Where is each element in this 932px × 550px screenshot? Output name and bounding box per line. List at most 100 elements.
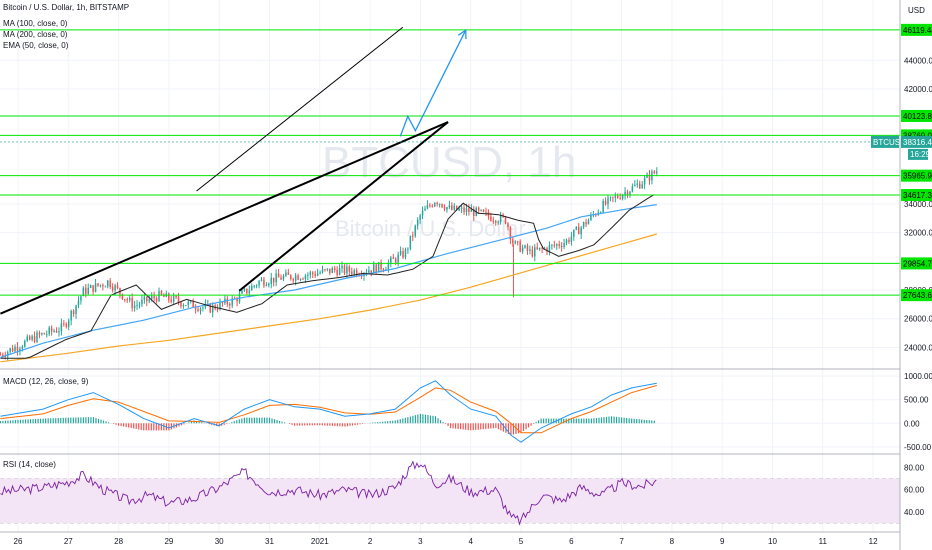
candle-body [438, 203, 441, 205]
candle-body [326, 268, 329, 270]
candle-body [390, 257, 392, 263]
candle-body [424, 208, 426, 211]
legend-ma100[interactable]: MA (100, close, 0) [3, 19, 68, 28]
candle-body [468, 208, 470, 212]
candle-body [77, 300, 80, 306]
candle-body [177, 297, 180, 303]
candle-body [19, 348, 21, 351]
ma200-line [0, 233, 657, 363]
candle-body [617, 196, 619, 198]
candle-body [392, 257, 395, 259]
candle-body [131, 297, 133, 309]
candle-body [556, 244, 558, 246]
x-tick-label-4: 30 [215, 537, 224, 546]
x-tick-label-16: 11 [819, 537, 828, 546]
x-tick-label-9: 4 [468, 537, 473, 546]
macd-title[interactable]: MACD (12, 26, close, 9) [3, 377, 89, 386]
candle-body [260, 279, 263, 282]
x-tick-label-5: 31 [265, 537, 274, 546]
countdown-tag [908, 148, 928, 160]
candle-body [21, 346, 24, 349]
candle-body [499, 214, 502, 223]
candle-body [331, 268, 334, 273]
price-pane[interactable] [0, 26, 900, 363]
macd-pane[interactable] [0, 380, 657, 443]
candle-body [553, 244, 556, 246]
level-tag-label-1: 40123.86 [903, 112, 932, 121]
candle-body [341, 265, 343, 269]
candle-body [407, 248, 409, 250]
candle-body [514, 241, 517, 244]
candle-body [648, 174, 651, 181]
x-tick-label-8: 3 [418, 537, 423, 546]
candle-body [587, 219, 590, 225]
candle-body [621, 194, 624, 199]
time-axis[interactable]: 26 27 28 29 30 31 2021 2 3 4 5 6 7 8 9 10 11 12 [14, 537, 879, 546]
legend-ma200[interactable]: MA (200, close, 0) [3, 30, 68, 39]
candle-body [448, 205, 451, 208]
candle-body [397, 254, 399, 263]
candle-body [111, 286, 114, 291]
candle-body [299, 278, 302, 280]
candle-body [107, 280, 109, 287]
candle-body [187, 301, 190, 306]
candle-body [509, 227, 512, 240]
candle-body [255, 285, 258, 287]
candle-body [463, 207, 465, 213]
rsi-title[interactable]: RSI (14, close) [3, 460, 56, 469]
candle-body [136, 304, 138, 306]
candle-body [470, 209, 473, 212]
candle-body [421, 210, 424, 216]
chart-title[interactable]: Bitcoin / U.S. Dollar, 1h, BITSTAMP [3, 3, 130, 12]
candle-body [133, 305, 136, 309]
candle-body [268, 283, 270, 286]
candle-body [277, 273, 280, 278]
candle-body [370, 270, 373, 273]
candle-body [504, 216, 507, 224]
rsi-tick-label-0: 80.00 [904, 463, 925, 472]
macd-tick-label-0: 1000.00 [904, 372, 932, 381]
candle-body [560, 245, 563, 248]
candle-body [324, 269, 326, 271]
candle-body [150, 296, 153, 300]
candle-body [253, 285, 255, 287]
candle-body [387, 262, 390, 270]
candle-body [211, 305, 214, 313]
candle-body [575, 226, 578, 230]
candle-body [634, 184, 636, 187]
x-tick-label-6: 2021 [311, 537, 329, 546]
x-tick-label-1: 27 [64, 537, 73, 546]
candle-body [365, 272, 368, 274]
rsi-tick-label-1: 60.00 [904, 486, 925, 495]
candle-body [529, 249, 531, 251]
candle-body [419, 215, 421, 221]
candle-body [516, 241, 519, 243]
candle-body [80, 296, 82, 301]
candle-body [333, 268, 336, 270]
candle-body [382, 269, 385, 271]
candle-body [250, 285, 253, 291]
macd-tick-label-2: 0.00 [904, 419, 920, 428]
level-tag-0 [901, 23, 932, 36]
ma100-line [0, 204, 657, 359]
candle-body [280, 277, 282, 280]
candle-body [629, 191, 631, 196]
price-axis[interactable]: 24000.0026000.0028000.0032000.0034000.00… [871, 23, 932, 517]
candle-body [302, 278, 304, 280]
candle-body [53, 331, 55, 333]
candle-body [87, 287, 89, 294]
candle-body [338, 268, 341, 275]
candle-body [243, 288, 246, 291]
candle-body [99, 284, 102, 286]
candle-body [246, 288, 248, 294]
candle-body [31, 336, 33, 340]
price-tick-label: 26000.00 [904, 315, 932, 324]
rsi-pane[interactable] [0, 460, 657, 526]
candle-body [641, 184, 643, 189]
candle-body [534, 247, 536, 257]
legend-ema50[interactable]: EMA (50, close, 0) [3, 41, 69, 50]
x-tick-label-7: 2 [368, 537, 373, 546]
candle-body [543, 248, 546, 250]
candle-body [385, 269, 387, 271]
